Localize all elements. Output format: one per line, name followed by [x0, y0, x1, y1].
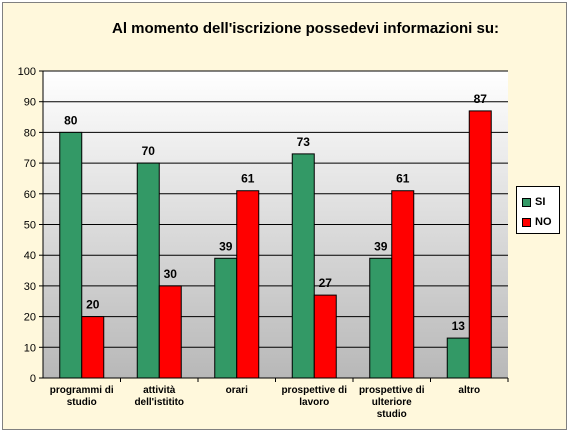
data-label: 30: [164, 267, 178, 281]
bar-no: [468, 110, 492, 379]
legend-item-si: SI: [522, 196, 545, 208]
x-tick-label: lavoro: [299, 397, 329, 408]
legend-item-no: NO: [522, 216, 552, 228]
x-tick-label: studio: [67, 397, 97, 408]
data-label: 87: [474, 92, 488, 106]
x-tick-label: altro: [458, 385, 480, 396]
legend-swatch-si: [522, 197, 531, 207]
y-tick-label: 40: [24, 250, 36, 262]
legend: SI NO: [516, 186, 560, 234]
y-tick-label: 100: [18, 66, 36, 78]
data-label: 80: [64, 113, 78, 127]
y-tick-label: 90: [24, 97, 36, 109]
data-label: 73: [297, 135, 311, 149]
bar-no: [391, 190, 415, 379]
y-tick-label: 70: [24, 158, 36, 170]
data-label: 27: [319, 276, 333, 290]
data-label: 61: [396, 172, 410, 186]
bar-si: [446, 337, 470, 379]
x-tick-label: programmi di: [50, 385, 114, 396]
y-tick-label: 30: [24, 281, 36, 293]
y-tick-label: 50: [24, 220, 36, 232]
data-label: 13: [452, 319, 466, 333]
bar-si: [136, 162, 160, 379]
data-label: 39: [219, 239, 233, 253]
x-tick-label: dell'istitito: [134, 397, 184, 408]
bar-no: [158, 285, 182, 379]
bar-no: [313, 294, 337, 379]
bar-si: [291, 153, 315, 379]
x-tick-label: prospettive di: [281, 385, 347, 396]
data-label: 70: [142, 144, 156, 158]
y-tick-label: 60: [24, 189, 36, 201]
x-tick-label: studio: [377, 409, 407, 420]
data-label: 20: [86, 298, 100, 312]
legend-swatch-no: [522, 217, 531, 227]
legend-label-si: SI: [535, 196, 546, 208]
y-tick-label: 80: [24, 127, 36, 139]
y-tick-label: 0: [30, 373, 36, 385]
bar-no: [236, 190, 260, 379]
legend-label-no: NO: [535, 216, 552, 228]
x-tick-label: prospettive di: [359, 385, 425, 396]
bar-si: [214, 257, 238, 379]
x-tick-label: orari: [226, 385, 248, 396]
data-label: 39: [374, 239, 388, 253]
x-tick-label: ulteriore: [372, 397, 412, 408]
x-tick-label: attività: [143, 385, 176, 396]
data-label: 61: [241, 172, 255, 186]
bar-si: [369, 257, 393, 379]
bar-no: [81, 316, 105, 379]
bar-si: [59, 131, 83, 379]
chart-title: Al momento dell'iscrizione possedevi inf…: [112, 20, 499, 37]
y-tick-label: 10: [24, 342, 36, 354]
y-tick-label: 20: [24, 312, 36, 324]
